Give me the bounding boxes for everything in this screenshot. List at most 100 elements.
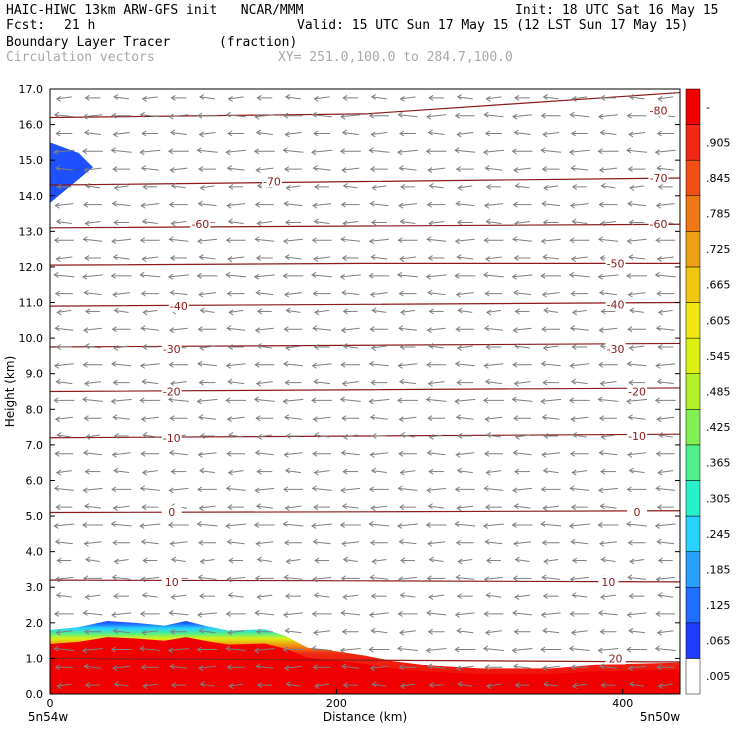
vector-arrow-head [427,129,433,136]
vector-arrow-head [168,361,174,368]
vector-arrow-head [225,523,231,529]
vector-arrow [600,594,616,598]
vector-arrow-head [426,575,432,582]
colorbar-label: .485 [706,386,731,399]
vector-arrow-head [111,486,117,493]
vector-arrow [55,576,74,580]
vector-arrow-head [655,485,661,492]
vector-arrow [85,559,101,563]
vector-arrow [598,114,618,118]
vector-arrow-head [168,113,174,120]
vector-arrow [428,665,446,669]
vector-arrow-head [571,683,578,690]
temperature-contour--30 [50,342,680,348]
vector-arrow-head [227,256,233,262]
vector-arrow [370,292,388,296]
vector-arrow-head [540,521,546,527]
vector-arrow [226,363,246,367]
vector-arrow [514,594,531,598]
vector-arrow-head [484,378,491,385]
vector-arrow [544,683,559,687]
vector-arrow [398,327,418,331]
vector-arrow-head [341,167,347,173]
vector-arrow [455,523,476,527]
vector-arrow [512,612,533,616]
y-tick-label: 7.0 [26,439,44,452]
vector-arrow [200,683,215,687]
vector-arrow-head [282,112,289,119]
vector-arrow-head [456,131,462,138]
vector-arrow-head [167,273,174,280]
vector-arrow-head [314,557,320,564]
vector-arrow-head [139,611,145,617]
vector-arrow-head [454,486,460,493]
vector-arrow [627,363,647,367]
vector-arrow-head [142,183,148,190]
vector-arrow [486,220,502,224]
vector-arrow-head [599,628,605,635]
vector-arrow [254,274,275,278]
vector-arrow [55,167,73,171]
vector-arrow [198,665,217,669]
vector-arrow-head [570,629,577,636]
vector-arrow [398,363,418,367]
vector-arrow-head [198,505,204,512]
vector-arrow-head [626,398,632,405]
vector-arrow-head [254,236,260,243]
vector-arrow-head [227,218,233,225]
vector-arrow-head [167,647,174,654]
vector-arrow-head [111,451,117,458]
colorbar-swatch [685,480,701,517]
vector-arrow [600,505,617,509]
colorbar-label: .905 [706,136,731,149]
vector-arrow-head [656,290,662,297]
vector-arrow-head [225,645,231,652]
vector-arrow-head [369,200,375,207]
vector-arrow-head [655,611,661,617]
circulation-vectors [53,93,676,690]
temperature-contour-20 [50,657,680,663]
vector-arrow-head [139,237,145,244]
vector-arrow [140,363,160,367]
vector-arrow [314,434,330,438]
vector-arrow [428,505,445,509]
vector-arrow [599,665,617,669]
vector-arrow-head [628,219,634,226]
vector-arrow-head [569,325,576,332]
vector-arrow-head [55,256,61,262]
vector-arrow-head [570,165,576,171]
y-tick-label: 5.0 [26,510,44,523]
vector-arrow-head [626,272,632,279]
vector-arrow-head [53,523,59,529]
vector-arrow-head [141,256,147,262]
vector-arrow-head [485,432,492,438]
vector-arrow-head [370,219,377,226]
vector-arrow-head [256,434,263,440]
vector-arrow-head [340,487,346,494]
vector-arrow [286,683,301,687]
vector-arrow-head [226,165,232,171]
vector-arrow-head [370,379,376,386]
vector-arrow-head [599,594,606,601]
vector-arrow-head [110,646,116,653]
vector-arrow-head [570,416,576,423]
vector-arrow-head [84,503,90,510]
vector-arrow [626,398,648,402]
vector-arrow-head [483,111,489,118]
vector-arrow [512,114,533,118]
vector-arrow-head [283,200,289,207]
vector-arrow-head [111,112,117,119]
vector-arrow-head [285,433,291,439]
vector-arrow [228,381,245,385]
contour-label: 10 [165,576,179,589]
contour-label-bg [648,104,669,117]
vector-arrow-head [140,416,146,423]
vector-arrow [283,238,303,242]
vector-arrow [197,612,218,616]
vector-arrow-head [511,273,517,280]
vector-arrow [369,523,390,527]
vector-arrow [629,683,645,687]
vector-arrow-head [512,236,518,243]
vector-arrow-head [225,237,231,244]
vector-arrow-head [399,344,405,350]
